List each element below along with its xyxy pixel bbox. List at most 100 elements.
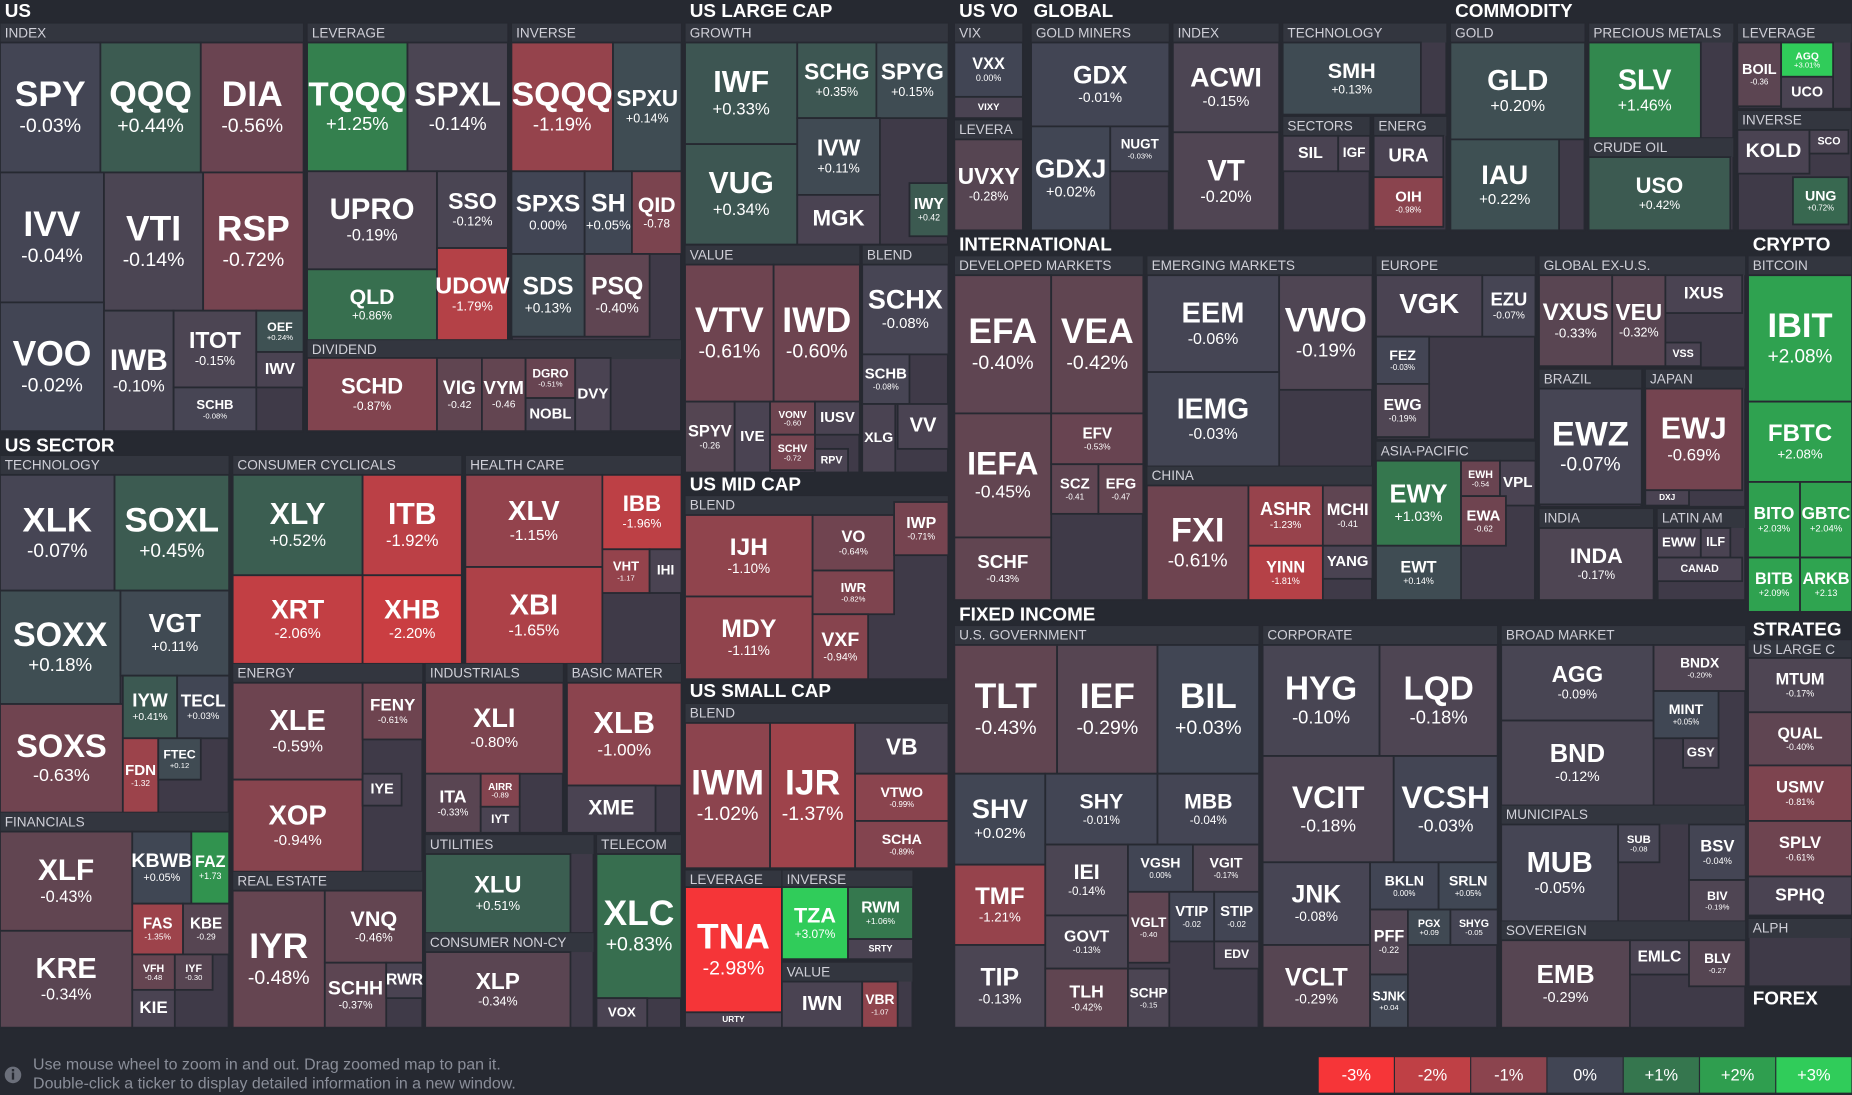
ticker-symbol[interactable]: IUSV bbox=[820, 410, 855, 426]
ticker-tile[interactable] bbox=[1375, 274, 1484, 338]
ticker-symbol[interactable]: JNK bbox=[1292, 882, 1342, 909]
ticker-tile[interactable] bbox=[1656, 556, 1744, 583]
ticker-tile[interactable] bbox=[103, 171, 205, 312]
ticker-symbol[interactable]: SLV bbox=[1618, 64, 1672, 96]
ticker-symbol[interactable]: KBE bbox=[190, 915, 222, 932]
ticker-symbol[interactable]: VO bbox=[841, 527, 865, 546]
ticker-symbol[interactable]: MBB bbox=[1184, 789, 1232, 813]
ticker-symbol[interactable]: XLE bbox=[269, 705, 325, 737]
ticker-symbol[interactable]: IYW bbox=[132, 689, 168, 710]
ticker-symbol[interactable]: PFF bbox=[1374, 927, 1405, 945]
ticker-tile[interactable] bbox=[953, 536, 1053, 601]
ticker-symbol[interactable]: SCO bbox=[1817, 136, 1840, 148]
ticker-symbol[interactable]: GSY bbox=[1687, 745, 1715, 760]
ticker-symbol[interactable]: TNA bbox=[697, 916, 770, 956]
ticker-tile[interactable] bbox=[481, 357, 527, 433]
ticker-symbol[interactable]: ARKB bbox=[1802, 570, 1849, 588]
ticker-symbol[interactable]: XLV bbox=[508, 495, 560, 526]
ticker-symbol[interactable]: ILF bbox=[1706, 535, 1725, 549]
ticker-symbol[interactable]: EWZ bbox=[1552, 415, 1629, 453]
ticker-tile[interactable] bbox=[1449, 138, 1560, 232]
ticker-symbol[interactable]: SHV bbox=[972, 793, 1028, 824]
ticker-symbol[interactable]: EZU bbox=[1490, 288, 1527, 309]
ticker-tile[interactable] bbox=[796, 41, 878, 120]
ticker-tile[interactable] bbox=[202, 171, 305, 312]
ticker-symbol[interactable]: VWO bbox=[1285, 301, 1367, 339]
ticker-symbol[interactable]: VV bbox=[910, 415, 937, 437]
ticker-symbol[interactable]: DIA bbox=[222, 74, 283, 114]
ticker-tile[interactable] bbox=[814, 447, 849, 474]
ticker-symbol[interactable]: VCSH bbox=[1401, 779, 1490, 815]
ticker-tile[interactable] bbox=[1460, 495, 1507, 547]
ticker-symbol[interactable]: VGT bbox=[149, 610, 202, 638]
ticker-symbol[interactable]: UNG bbox=[1805, 188, 1836, 204]
ticker-tile[interactable] bbox=[1281, 41, 1422, 116]
ticker-symbol[interactable]: SRLN bbox=[1449, 873, 1488, 889]
ticker-symbol[interactable]: IWM bbox=[691, 762, 764, 802]
ticker-symbol[interactable]: IVV bbox=[23, 204, 80, 244]
ticker-symbol[interactable]: XLY bbox=[270, 498, 326, 531]
ticker-symbol[interactable]: OEF bbox=[267, 320, 293, 334]
ticker-tile[interactable] bbox=[1747, 274, 1852, 403]
ticker-tile[interactable] bbox=[1747, 820, 1852, 878]
ticker-symbol[interactable]: LQD bbox=[1403, 670, 1473, 707]
ticker-tile[interactable] bbox=[1664, 274, 1744, 314]
ticker-symbol[interactable]: SCHA bbox=[882, 832, 922, 848]
ticker-symbol[interactable]: SSO bbox=[448, 188, 497, 214]
ticker-symbol[interactable]: EWJ bbox=[1661, 411, 1727, 445]
ticker-symbol[interactable]: BND bbox=[1550, 740, 1605, 768]
ticker-symbol[interactable]: UPRO bbox=[330, 193, 415, 226]
ticker-tile[interactable] bbox=[893, 501, 950, 557]
ticker-symbol[interactable]: TLT bbox=[975, 676, 1038, 716]
ticker-symbol[interactable]: MGK bbox=[813, 206, 865, 231]
ticker-symbol[interactable]: SCHF bbox=[977, 551, 1028, 572]
ticker-tile[interactable] bbox=[182, 902, 231, 956]
ticker-symbol[interactable]: INDA bbox=[1570, 543, 1623, 568]
ticker-symbol[interactable]: SCHP bbox=[1130, 986, 1168, 1001]
ticker-tile[interactable] bbox=[1372, 176, 1445, 228]
ticker-symbol[interactable]: BLV bbox=[1704, 950, 1731, 966]
ticker-tile[interactable] bbox=[583, 253, 651, 338]
ticker-symbol[interactable]: GDXJ bbox=[1035, 153, 1106, 183]
ticker-symbol[interactable]: VTWO bbox=[881, 785, 923, 801]
ticker-tile[interactable] bbox=[1171, 131, 1281, 232]
ticker-tile[interactable] bbox=[631, 170, 683, 255]
ticker-symbol[interactable]: EWG bbox=[1384, 397, 1422, 414]
ticker-symbol[interactable]: USO bbox=[1636, 173, 1684, 198]
ticker-symbol[interactable]: ITB bbox=[388, 498, 437, 531]
ticker-tile[interactable] bbox=[953, 138, 1024, 232]
ticker-symbol[interactable]: VOX bbox=[608, 1004, 636, 1019]
ticker-symbol[interactable]: KRE bbox=[35, 953, 96, 985]
ticker-tile[interactable] bbox=[1127, 967, 1171, 1029]
ticker-tile[interactable] bbox=[1127, 843, 1194, 893]
ticker-tile[interactable] bbox=[424, 951, 572, 1029]
ticker-tile[interactable] bbox=[361, 681, 424, 741]
ticker-tile[interactable] bbox=[424, 853, 572, 935]
ticker-symbol[interactable]: VYM bbox=[484, 377, 524, 398]
ticker-symbol[interactable]: EFV bbox=[1082, 425, 1112, 442]
ticker-tile[interactable] bbox=[1213, 940, 1260, 970]
ticker-tile[interactable] bbox=[1375, 544, 1462, 601]
ticker-symbol[interactable]: SPLV bbox=[1779, 833, 1821, 852]
ticker-symbol[interactable]: SCHD bbox=[341, 374, 403, 399]
ticker-symbol[interactable]: ITA bbox=[439, 787, 466, 807]
ticker-symbol[interactable]: VGSH bbox=[1140, 856, 1180, 872]
ticker-symbol[interactable]: RWM bbox=[861, 900, 900, 917]
ticker-tile[interactable] bbox=[1156, 644, 1260, 775]
ticker-tile[interactable] bbox=[781, 980, 864, 1029]
ticker-symbol[interactable]: EWA bbox=[1467, 508, 1501, 524]
ticker-tile[interactable] bbox=[231, 574, 364, 665]
ticker-tile[interactable] bbox=[1044, 843, 1129, 917]
ticker-tile[interactable] bbox=[814, 400, 861, 436]
ticker-symbol[interactable]: SCHV bbox=[778, 443, 808, 455]
ticker-tile[interactable] bbox=[524, 397, 577, 433]
ticker-symbol[interactable]: UCO bbox=[1791, 85, 1823, 101]
ticker-tile[interactable] bbox=[323, 961, 388, 1029]
ticker-tile[interactable] bbox=[103, 309, 175, 433]
ticker-symbol[interactable]: VGK bbox=[1399, 288, 1459, 319]
ticker-tile[interactable] bbox=[1664, 341, 1702, 368]
ticker-tile[interactable] bbox=[1652, 690, 1720, 740]
ticker-tile[interactable] bbox=[1500, 939, 1631, 1029]
ticker-tile[interactable] bbox=[595, 997, 649, 1029]
ticker-symbol[interactable]: YINN bbox=[1266, 558, 1305, 576]
